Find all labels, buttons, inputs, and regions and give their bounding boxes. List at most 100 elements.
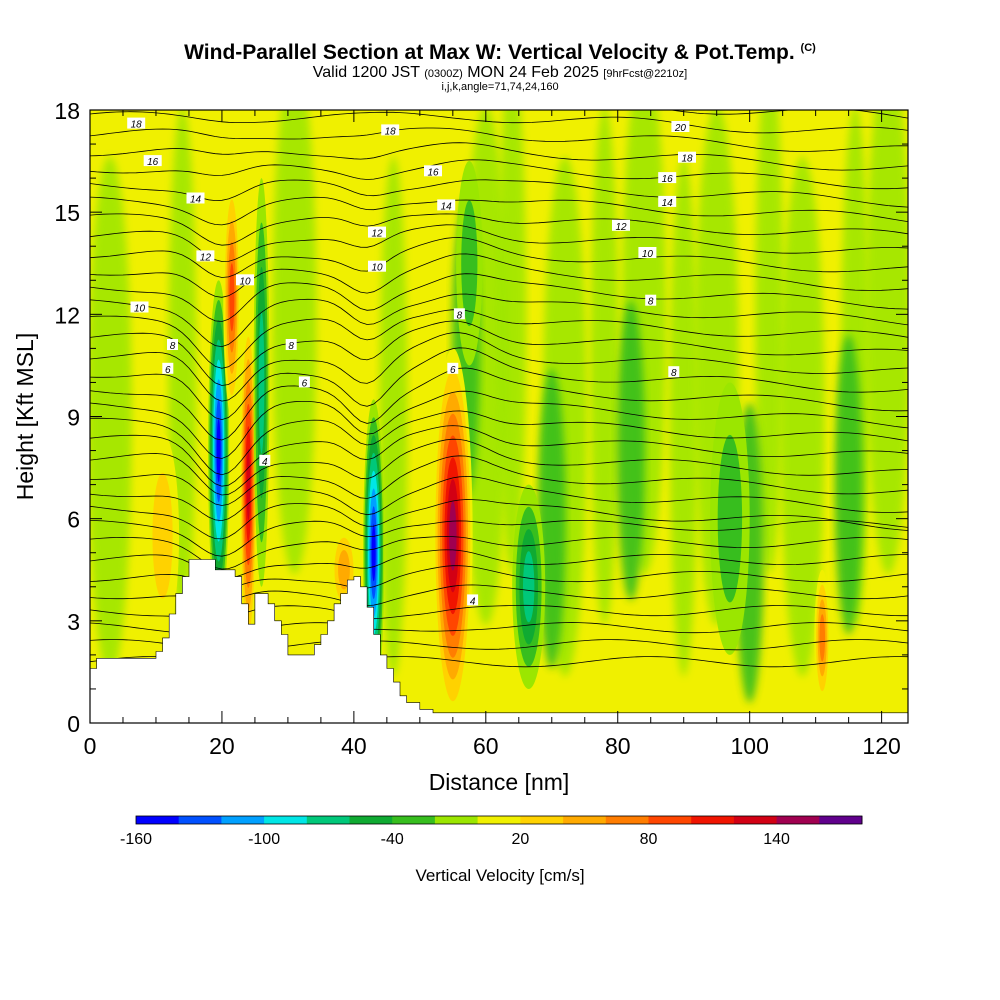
contour-label: 14 xyxy=(186,192,205,206)
contour-label-bg xyxy=(658,195,677,207)
theta-contour xyxy=(90,253,908,298)
contour-label-text: 16 xyxy=(147,157,159,168)
contour-label-bg xyxy=(447,362,459,374)
contour-label-text: 12 xyxy=(371,229,383,240)
contour-label-bg xyxy=(236,274,254,286)
theta-contour xyxy=(90,520,908,557)
contour-label-text: 4 xyxy=(262,457,268,468)
colorbar-swatch xyxy=(349,816,393,824)
contour-label-bg xyxy=(368,260,386,272)
forecast-label: [9hrFcst@2210z] xyxy=(603,68,688,80)
contour-label-text: 8 xyxy=(288,341,294,352)
y-tick-label: 6 xyxy=(67,507,80,533)
y-axis-label: Height [Kft MSL] xyxy=(12,333,38,500)
theta-contour xyxy=(90,309,908,369)
colorbar-tick-label: -160 xyxy=(120,831,152,848)
colorbar-swatch xyxy=(605,816,649,824)
valid-date: MON 24 Feb 2025 xyxy=(467,64,599,81)
y-tick-label: 15 xyxy=(54,200,80,226)
downdraft-band xyxy=(590,110,619,626)
contour-label-bg xyxy=(127,117,146,129)
colorbar-tick-label: -100 xyxy=(248,831,280,848)
theta-contour xyxy=(90,332,908,402)
colorbar-label: Vertical Velocity [cm/s] xyxy=(415,866,584,885)
downdraft-band xyxy=(834,334,863,635)
contour-label: 8 xyxy=(453,308,465,321)
y-tick-label: 12 xyxy=(54,302,80,328)
colorbar-swatch xyxy=(434,816,479,824)
contour-label-bg xyxy=(453,308,465,320)
colorbar-tick-label: -40 xyxy=(381,831,404,848)
contour-label-bg xyxy=(186,192,205,204)
colorbar-swatch xyxy=(221,816,265,824)
contour-label-bg xyxy=(285,339,297,350)
chart-subtitle: Valid 1200 JST (0300Z) MON 24 Feb 2025 [… xyxy=(0,65,1000,82)
contour-label-text: 8 xyxy=(170,341,176,352)
contour-label-bg xyxy=(167,339,178,350)
chart-title-text: Wind-Parallel Section at Max W: Vertical… xyxy=(184,41,795,64)
contour-label-text: 20 xyxy=(674,123,687,134)
contour-label-bg xyxy=(259,454,271,466)
contour-label: 8 xyxy=(285,339,297,352)
section-params: i,j,k,angle=71,74,24,160 xyxy=(441,81,559,93)
velocity-cell xyxy=(522,551,535,623)
y-tick-label: 9 xyxy=(67,405,80,431)
colorbar-swatch xyxy=(264,816,308,824)
colorbar-swatch xyxy=(392,816,436,824)
downdraft-band xyxy=(616,300,645,601)
contour-label-bg xyxy=(298,376,310,388)
contour-label: 14 xyxy=(437,199,456,212)
theta-contour xyxy=(90,273,908,322)
theta-contour xyxy=(90,390,908,459)
velocity-cell xyxy=(449,500,457,571)
colorbar-swatch xyxy=(477,816,521,824)
downdraft-band xyxy=(90,156,132,677)
x-tick-label: 80 xyxy=(605,733,631,759)
theta-contour xyxy=(90,224,908,262)
contour-label-bg xyxy=(671,121,690,132)
theta-contour xyxy=(90,111,908,134)
contour-label-bg xyxy=(437,199,456,211)
theta-contour xyxy=(668,110,908,119)
contour-label-text: 8 xyxy=(671,368,677,379)
colorbar-tick-label: 20 xyxy=(512,831,530,848)
contour-label-text: 6 xyxy=(450,365,456,376)
velocity-cell xyxy=(229,263,235,332)
contour-label-text: 10 xyxy=(642,249,654,260)
theta-contour xyxy=(90,127,908,152)
downdraft-band xyxy=(780,156,825,677)
contour-label-bg xyxy=(162,362,174,374)
x-tick-label: 100 xyxy=(730,733,768,759)
terrain-mask xyxy=(90,559,908,723)
contour-label: 8 xyxy=(645,294,657,308)
contour-label-text: 4 xyxy=(470,596,476,607)
chart-title: Wind-Parallel Section at Max W: Vertical… xyxy=(0,36,1000,65)
vertical-velocity-field xyxy=(90,110,908,723)
theta-contour xyxy=(90,237,908,278)
contour-label-text: 10 xyxy=(371,263,383,274)
x-tick-label: 120 xyxy=(862,733,900,759)
contour-label: 16 xyxy=(658,172,677,185)
theta-contour xyxy=(90,425,908,487)
colorbar-swatch xyxy=(691,816,735,824)
y-tick-label: 0 xyxy=(67,711,80,737)
theta-contour xyxy=(90,159,908,190)
theta-contour xyxy=(90,196,908,226)
colorbar-swatch xyxy=(178,816,222,824)
contour-label-text: 6 xyxy=(302,378,308,389)
axes: 0 20 40 60 80 100 120 0 3 6 9 12 15 18 Distance [nm] He… xyxy=(12,98,909,795)
theta-contour xyxy=(90,213,908,246)
theta-contour xyxy=(90,438,908,496)
contour-label: 8 xyxy=(167,339,178,352)
theta-contour xyxy=(90,367,908,441)
contour-label-bg xyxy=(467,594,479,606)
colorbar-swatch xyxy=(563,816,607,824)
x-tick-label: 40 xyxy=(341,733,367,759)
contour-label: 20 xyxy=(671,121,690,134)
y-tick-label: 3 xyxy=(67,609,80,635)
contour-labels: 18 16 14 12 10 8 6 10 8 6 4 18 16 14 12 10 8 6 4 20 18 16 14 12… xyxy=(127,117,696,607)
contour-label: 14 xyxy=(658,195,677,209)
contour-label: 12 xyxy=(368,226,386,240)
contour-label: 10 xyxy=(130,301,149,315)
theta-contour xyxy=(90,347,908,421)
